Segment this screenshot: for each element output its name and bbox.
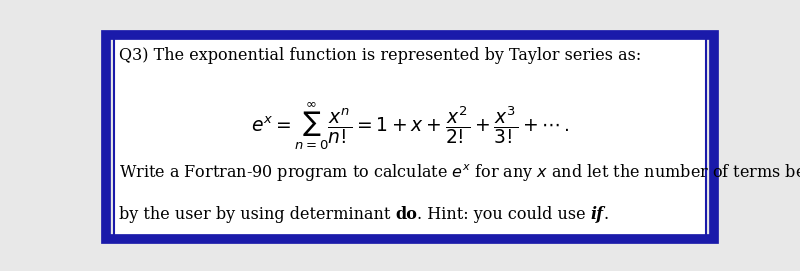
Text: .: . <box>604 206 609 223</box>
Text: if: if <box>590 206 604 223</box>
Text: $e^x = \sum_{n=0}^{\infty} \dfrac{x^n}{n!} = 1 + x + \dfrac{x^2}{2!} + \dfrac{x^: $e^x = \sum_{n=0}^{\infty} \dfrac{x^n}{n… <box>250 99 570 152</box>
Text: Write a Fortran-90 program to calculate $e^x$ for any $x$ and let the number of : Write a Fortran-90 program to calculate … <box>118 162 800 183</box>
Text: by the user by using determinant: by the user by using determinant <box>118 206 395 223</box>
Text: . Hint: you could use: . Hint: you could use <box>417 206 590 223</box>
Text: do: do <box>395 206 417 223</box>
Text: Q3) The exponential function is represented by Taylor series as:: Q3) The exponential function is represen… <box>118 47 641 64</box>
